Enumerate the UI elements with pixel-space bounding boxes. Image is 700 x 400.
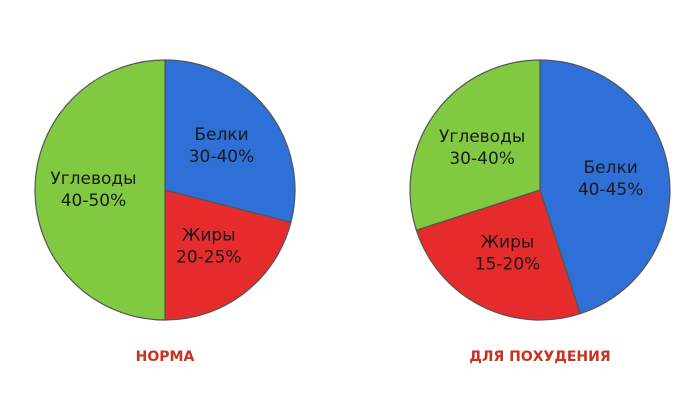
- slice-range: 20-25%: [176, 247, 242, 267]
- slice-label: Белки: [583, 158, 637, 178]
- chart-title: ДЛЯ ПОХУДЕНИЯ: [469, 349, 610, 365]
- slice-label: Углеводы: [50, 169, 136, 189]
- slice-range: 30-40%: [449, 149, 515, 169]
- slice-range: 40-45%: [578, 180, 644, 200]
- slice-range: 30-40%: [189, 147, 255, 167]
- slice-label: Жиры: [481, 233, 535, 253]
- pie-slice: [415, 189, 581, 321]
- pie-slice: [539, 59, 671, 315]
- slice-label: Углеводы: [439, 127, 525, 147]
- chart-title: НОРМА: [136, 349, 195, 365]
- slice-label: Жиры: [182, 225, 236, 245]
- pie-slice: [34, 59, 166, 321]
- slice-label: Белки: [194, 125, 248, 145]
- slice-range: 15-20%: [475, 255, 541, 275]
- slice-range: 40-50%: [61, 191, 127, 211]
- pie-slice: [164, 59, 296, 224]
- pie-slice: [164, 189, 292, 321]
- pie-slice: [409, 59, 541, 231]
